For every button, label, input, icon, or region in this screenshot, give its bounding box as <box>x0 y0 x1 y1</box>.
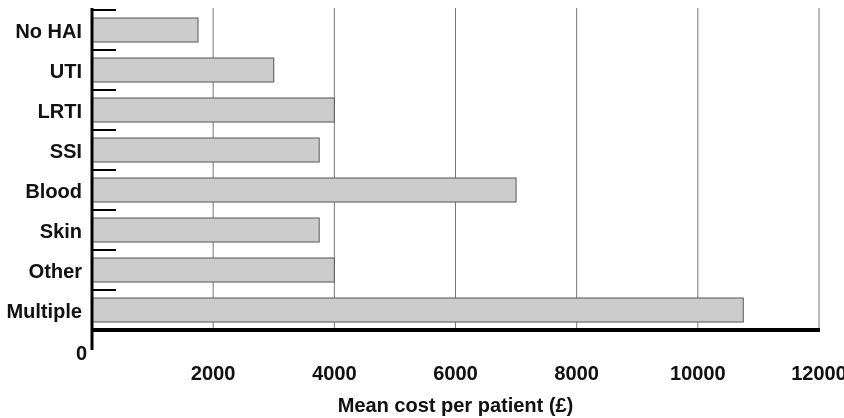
category-label-lrti: LRTI <box>38 101 82 123</box>
bar-ssi <box>91 137 320 163</box>
category-label-multiple: Multiple <box>6 301 82 323</box>
category-label-no-hai: No HAI <box>15 21 82 43</box>
bars <box>91 17 744 323</box>
category-label-blood: Blood <box>25 181 82 203</box>
bar-skin <box>91 217 320 243</box>
x-tick-label-2000: 2000 <box>191 363 236 385</box>
bar-multiple <box>91 297 744 323</box>
x-tick-labels: 2000 4000 6000 8000 10000 12000 <box>191 363 844 385</box>
category-label-other: Other <box>29 261 83 283</box>
x-tick-label-4000: 4000 <box>312 363 357 385</box>
origin-label: 0 <box>76 343 87 365</box>
bar-uti <box>91 57 275 83</box>
x-axis-title: Mean cost per patient (£) <box>338 395 574 417</box>
x-tick-label-12000: 12000 <box>791 363 844 385</box>
bar-other <box>91 257 335 283</box>
category-label-uti: UTI <box>50 61 82 83</box>
y-tick-marks <box>92 9 116 291</box>
x-tick-label-8000: 8000 <box>554 363 599 385</box>
x-tick-label-6000: 6000 <box>433 363 478 385</box>
category-label-ssi: SSI <box>50 141 82 163</box>
bar-lrti <box>91 97 335 123</box>
category-labels: No HAI UTI LRTI SSI Blood Skin Other Multiple <box>6 21 82 323</box>
x-tick-label-10000: 10000 <box>670 363 726 385</box>
category-label-skin: Skin <box>40 221 82 243</box>
bar-no-hai <box>91 17 199 43</box>
bar-blood <box>91 177 517 203</box>
